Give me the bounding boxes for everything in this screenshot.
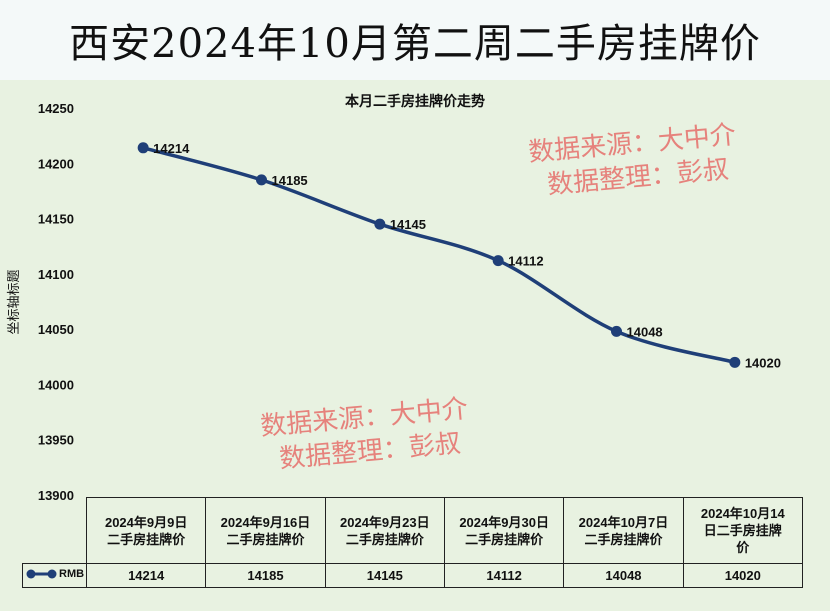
x-category-label: 2024年10月14 xyxy=(700,506,785,521)
table-header-cell: 2024年10月14 日二手房挂牌价 xyxy=(682,497,803,564)
title-banner: 西安2024年10月第二周二手房挂牌价 xyxy=(0,0,830,80)
x-category-label: 二手房挂牌价 xyxy=(107,531,186,547)
x-category-label: 2024年9月9日 xyxy=(104,514,188,530)
data-point xyxy=(729,356,741,368)
legend-series-name: RMB xyxy=(59,568,85,580)
y-tick-label: 14050 xyxy=(38,322,74,337)
data-label: 14020 xyxy=(745,355,781,370)
data-point xyxy=(492,255,504,267)
x-category-label: 二手房挂牌价 xyxy=(465,531,544,547)
legend-cell: RMB xyxy=(22,563,87,588)
table-value-cell: 14145 xyxy=(324,563,445,588)
x-category-label: 2024年9月23日 xyxy=(340,514,430,530)
y-tick-label: 14100 xyxy=(38,267,74,282)
x-category-label: 二手房挂牌价 xyxy=(584,531,663,547)
data-point xyxy=(374,218,386,230)
y-tick-label: 13950 xyxy=(38,433,74,448)
data-label: 14112 xyxy=(508,254,543,269)
table-header-row: 2024年9月9日 二手房挂牌价 2024年9月16日 二手房挂牌价 2024年9月23… xyxy=(23,497,803,564)
table-header-cell: 2024年9月16日 二手房挂牌价 xyxy=(205,497,326,564)
x-category-label: 日二手房挂牌 xyxy=(703,523,782,538)
table-header-cell: 2024年9月30日 二手房挂牌价 xyxy=(443,497,565,564)
table-value-cell: 14214 xyxy=(85,563,207,588)
table-corner-cell xyxy=(23,498,87,564)
data-table: 2024年9月9日 二手房挂牌价 2024年9月16日 二手房挂牌价 2024年9月23… xyxy=(22,497,803,588)
table-value-cell: 14185 xyxy=(205,563,326,588)
legend-line-marker-icon xyxy=(26,569,57,579)
data-point xyxy=(256,174,267,186)
data-label: 14048 xyxy=(627,324,663,339)
y-tick-label: 14150 xyxy=(38,212,74,227)
x-category-label: 2024年9月16日 xyxy=(220,514,311,530)
table-header-cell: 2024年9月9日 二手房挂牌价 xyxy=(85,497,207,564)
page-title: 西安2024年10月第二周二手房挂牌价 xyxy=(69,21,761,67)
x-category-label: 价 xyxy=(736,540,750,555)
table-header-cell: 2024年9月23日 二手房挂牌价 xyxy=(324,497,445,564)
y-tick-label: 14000 xyxy=(38,377,74,392)
data-point xyxy=(137,142,149,154)
x-category-label: 二手房挂牌价 xyxy=(345,531,424,547)
data-label: 14214 xyxy=(153,141,190,156)
table-value-cell: 14112 xyxy=(443,563,565,588)
table-value-cell: 14048 xyxy=(563,563,684,588)
series-line-rmb xyxy=(141,146,737,365)
y-tick-label: 14200 xyxy=(38,156,74,171)
y-tick-label: 14250 xyxy=(38,101,74,116)
table-value-cell: 14020 xyxy=(682,563,803,588)
x-category-label: 二手房挂牌价 xyxy=(226,531,305,547)
table-header-cell: 2024年10月7日 二手房挂牌价 xyxy=(563,497,684,564)
data-label: 14185 xyxy=(272,173,308,188)
x-category-label: 2024年10月7日 xyxy=(578,514,669,530)
table-row: RMB 14214 14185 14145 14112 14048 14020 xyxy=(22,563,803,588)
y-axis-title: 坐标轴标题 xyxy=(6,269,21,334)
data-point xyxy=(611,325,622,337)
y-tick-label: 13900 xyxy=(38,488,74,503)
x-category-label: 2024年9月30日 xyxy=(459,514,549,530)
chart-area: 本月二手房挂牌价走势坐标轴标题 13900 13950 14000 14050 14100… xyxy=(0,80,830,611)
chart-title: 本月二手房挂牌价走势 xyxy=(345,93,485,109)
data-label: 14145 xyxy=(390,217,426,232)
